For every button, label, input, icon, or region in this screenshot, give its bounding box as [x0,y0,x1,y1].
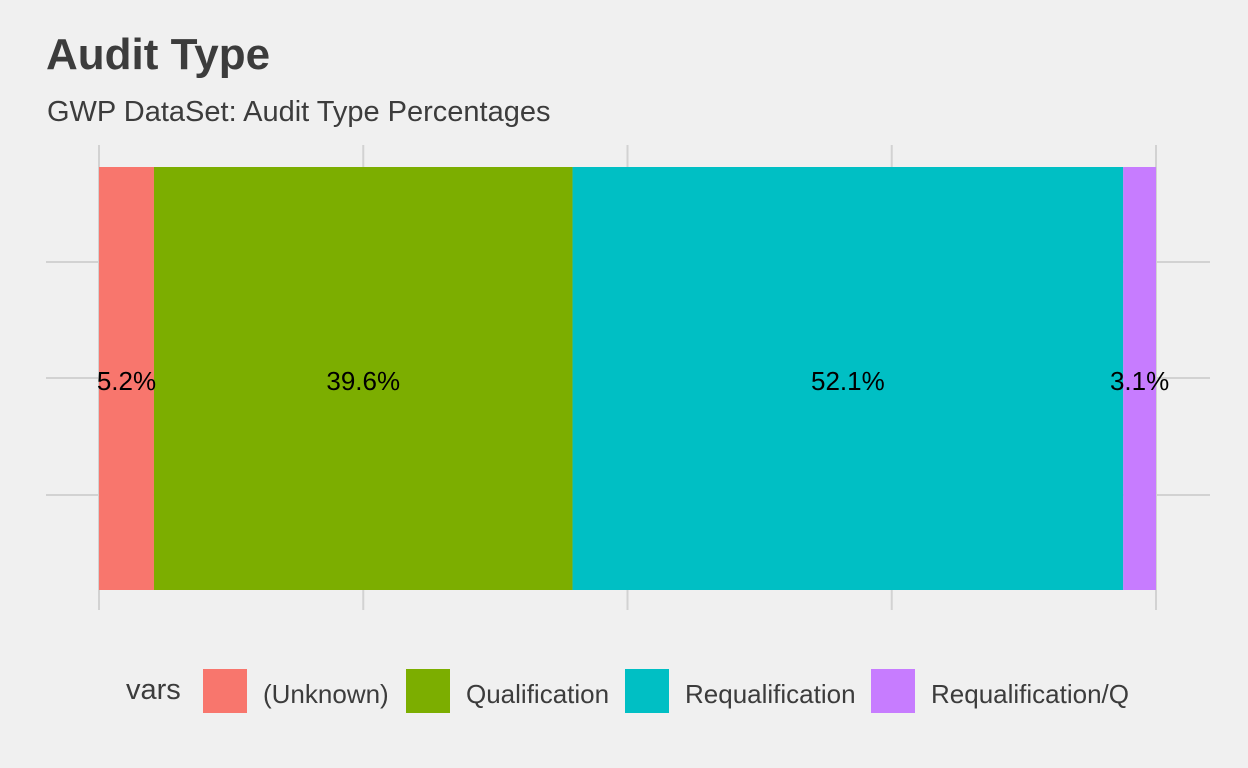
stacked-bar-chart: 5.2% 39.6% 52.1% 3.1% [46,145,1210,610]
legend-swatch [871,669,915,713]
data-label: 52.1% [811,366,885,396]
bar-segments [99,167,1156,590]
legend-label: Requalification [685,679,856,709]
data-label: 5.2% [97,366,156,396]
chart-subtitle: GWP DataSet: Audit Type Percentages [47,96,551,128]
bar-segment [153,167,573,590]
legend-title: vars [126,674,181,706]
legend-swatch [625,669,669,713]
data-labels: 5.2% 39.6% 52.1% 3.1% [97,366,1169,396]
bar-segment [99,167,154,590]
legend-label: Qualification [466,679,610,709]
bar-segment [1123,167,1156,590]
chart-title: Audit Type [46,30,271,79]
legend-swatch [406,669,450,713]
bar-segment [572,167,1124,590]
legend-label: Requalification/Q [931,679,1129,709]
data-label: 3.1% [1110,366,1169,396]
legend: vars (Unknown) Qualification Requalifica… [0,666,1248,718]
legend-label: (Unknown) [263,679,389,709]
legend-swatch [203,669,247,713]
data-label: 39.6% [326,366,400,396]
